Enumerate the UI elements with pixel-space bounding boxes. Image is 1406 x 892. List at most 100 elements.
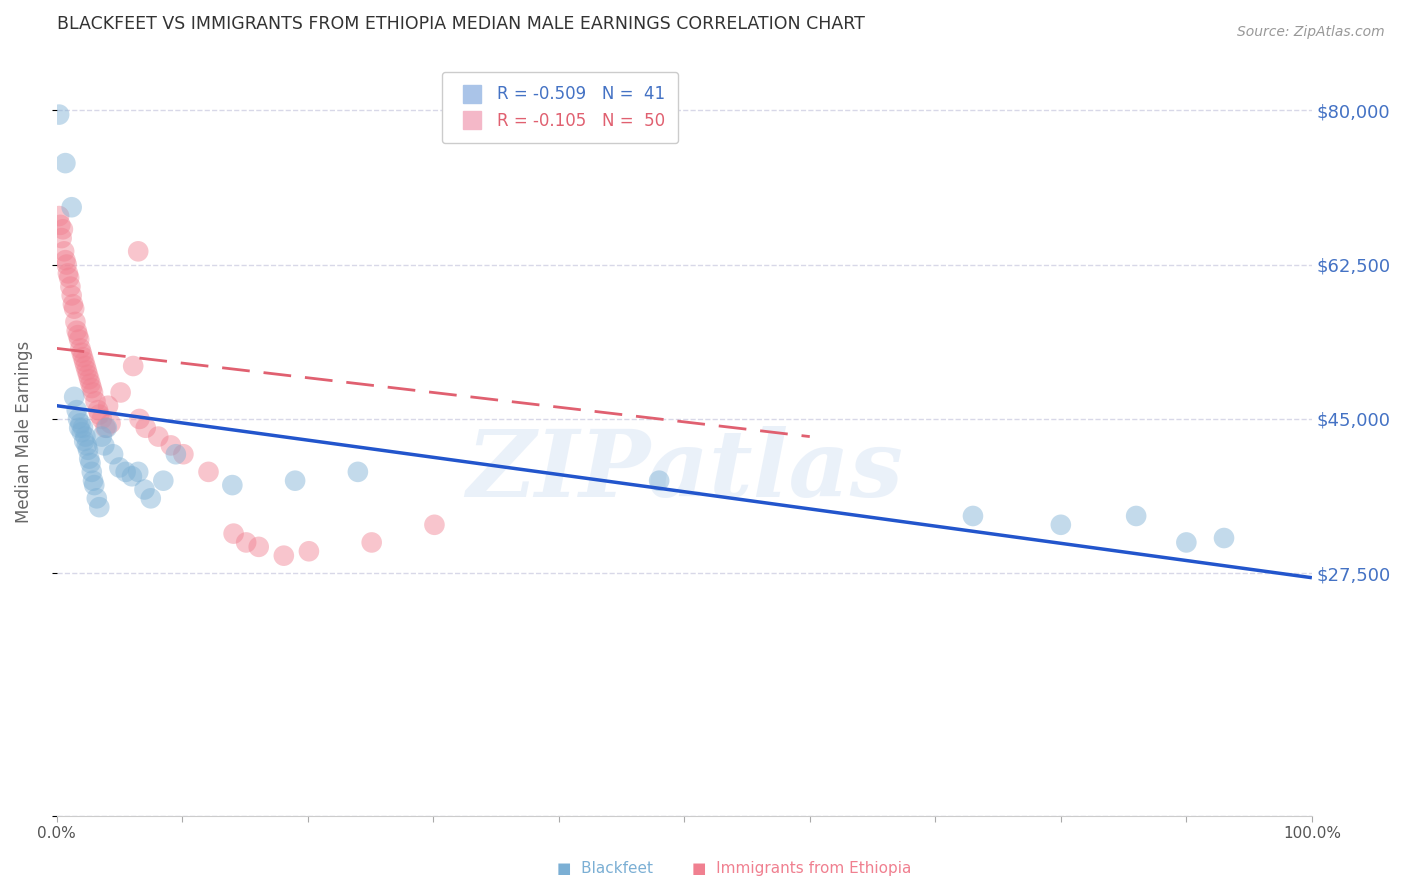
- Point: [122, 359, 145, 373]
- Point: [55, 253, 77, 268]
- Point: [59, 279, 82, 293]
- Point: [86, 491, 108, 506]
- Point: [114, 465, 136, 479]
- Point: [165, 447, 187, 461]
- Point: [72, 421, 94, 435]
- Point: [134, 483, 156, 497]
- Point: [83, 478, 105, 492]
- Point: [110, 385, 132, 400]
- Point: [75, 429, 97, 443]
- Point: [72, 350, 94, 364]
- Point: [82, 474, 104, 488]
- Point: [127, 244, 149, 259]
- Point: [66, 324, 89, 338]
- Point: [73, 434, 96, 448]
- Point: [63, 390, 86, 404]
- Point: [347, 465, 370, 479]
- Point: [48, 107, 70, 121]
- Point: [60, 288, 83, 302]
- Point: [66, 328, 89, 343]
- Point: [360, 535, 382, 549]
- Point: [73, 354, 96, 368]
- Point: [148, 429, 170, 443]
- Text: ZIPatlas: ZIPatlas: [465, 425, 903, 516]
- Point: [51, 231, 73, 245]
- Point: [135, 421, 157, 435]
- Text: ■  Immigrants from Ethiopia: ■ Immigrants from Ethiopia: [692, 861, 911, 876]
- Point: [128, 412, 150, 426]
- Point: [235, 535, 257, 549]
- Point: [70, 425, 93, 439]
- Point: [77, 442, 100, 457]
- Point: [75, 359, 97, 373]
- Point: [55, 156, 77, 170]
- Point: [87, 403, 110, 417]
- Point: [84, 394, 107, 409]
- Point: [96, 421, 118, 435]
- Point: [79, 456, 101, 470]
- Point: [298, 544, 321, 558]
- Point: [89, 500, 111, 515]
- Point: [197, 465, 219, 479]
- Point: [94, 421, 117, 435]
- Point: [62, 297, 84, 311]
- Point: [70, 345, 93, 359]
- Legend: R = -0.509   N =  41, R = -0.105   N =  50: R = -0.509 N = 41, R = -0.105 N = 50: [441, 72, 678, 143]
- Point: [1175, 535, 1198, 549]
- Point: [60, 200, 83, 214]
- Point: [82, 385, 104, 400]
- Point: [100, 417, 122, 431]
- Point: [273, 549, 295, 563]
- Point: [77, 451, 100, 466]
- Point: [77, 372, 100, 386]
- Point: [962, 508, 984, 523]
- Point: [160, 438, 183, 452]
- Text: BLACKFEET VS IMMIGRANTS FROM ETHIOPIA MEDIAN MALE EARNINGS CORRELATION CHART: BLACKFEET VS IMMIGRANTS FROM ETHIOPIA ME…: [56, 15, 865, 33]
- Point: [66, 412, 89, 426]
- Point: [55, 258, 77, 272]
- Point: [67, 421, 90, 435]
- Point: [69, 417, 91, 431]
- Point: [139, 491, 162, 506]
- Point: [222, 526, 245, 541]
- Point: [172, 447, 194, 461]
- Text: Source: ZipAtlas.com: Source: ZipAtlas.com: [1237, 25, 1385, 39]
- Point: [1213, 531, 1236, 545]
- Y-axis label: Median Male Earnings: Median Male Earnings: [15, 341, 32, 524]
- Point: [89, 408, 111, 422]
- Point: [79, 376, 101, 391]
- Point: [284, 474, 307, 488]
- Point: [52, 222, 75, 236]
- Point: [63, 301, 86, 316]
- Point: [108, 460, 131, 475]
- Point: [69, 342, 91, 356]
- Point: [65, 315, 87, 329]
- Point: [152, 474, 174, 488]
- Point: [76, 438, 98, 452]
- Point: [76, 363, 98, 377]
- Point: [1050, 517, 1073, 532]
- Point: [56, 266, 79, 280]
- Point: [66, 403, 89, 417]
- Point: [48, 209, 70, 223]
- Point: [49, 218, 72, 232]
- Point: [77, 368, 100, 382]
- Point: [53, 244, 76, 259]
- Point: [127, 465, 149, 479]
- Point: [93, 438, 115, 452]
- Point: [101, 447, 124, 461]
- Point: [247, 540, 270, 554]
- Point: [1125, 508, 1147, 523]
- Point: [121, 469, 143, 483]
- Point: [90, 429, 112, 443]
- Point: [221, 478, 243, 492]
- Point: [97, 399, 120, 413]
- Point: [58, 270, 80, 285]
- Point: [423, 517, 446, 532]
- Point: [80, 381, 103, 395]
- Point: [90, 412, 112, 426]
- Text: ■  Blackfeet: ■ Blackfeet: [557, 861, 652, 876]
- Point: [648, 474, 671, 488]
- Point: [67, 333, 90, 347]
- Point: [80, 465, 103, 479]
